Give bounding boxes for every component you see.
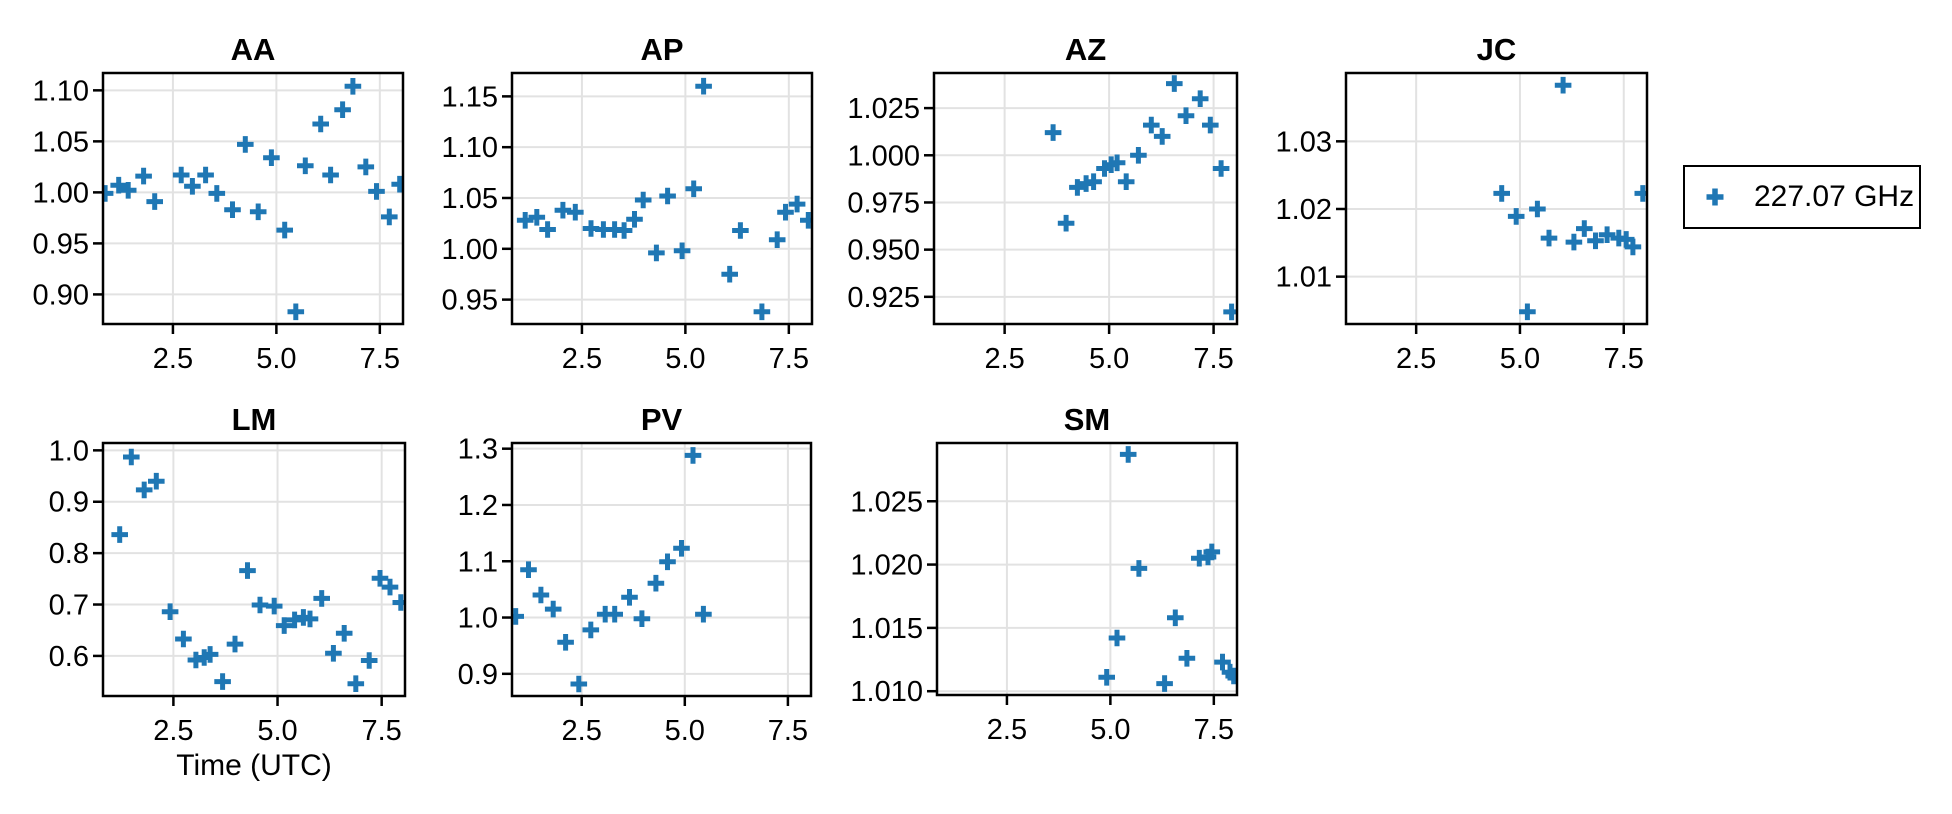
y-tick-label: 1.00 — [33, 177, 89, 209]
y-tick-label: 0.9 — [49, 487, 89, 519]
panel-AA: 2.5 5.0 7.5 0.90 0.95 1.00 1.05 1.10 AA — [33, 32, 405, 375]
panel-title: AP — [640, 32, 683, 67]
panel-title: LM — [232, 402, 277, 437]
panel-title: SM — [1064, 402, 1111, 437]
panel-title: AA — [231, 32, 276, 67]
y-tick-label: 1.025 — [847, 93, 920, 125]
y-tick-label: 0.7 — [49, 590, 89, 622]
x-tick-label: 5.0 — [257, 715, 297, 747]
legend-label: 227.07 GHz — [1754, 180, 1915, 213]
x-tick-label: 7.5 — [1194, 714, 1234, 746]
y-tick-label: 1.3 — [458, 434, 498, 466]
panel-AZ: 2.5 5.0 7.5 0.925 0.950 0.975 1.000 1.025 AZ — [847, 32, 1239, 375]
x-axis-label: Time (UTC) — [176, 749, 332, 782]
x-tick-label: 7.5 — [1604, 343, 1644, 375]
x-tick-label: 5.0 — [1500, 343, 1540, 375]
x-tick-label: 5.0 — [665, 715, 705, 747]
legend-plus-glyph — [1706, 188, 1724, 206]
x-tick-label: 7.5 — [1193, 343, 1233, 375]
y-tick-label: 1.015 — [850, 613, 923, 645]
y-tick-label: 1.025 — [850, 486, 923, 518]
y-tick-label: 0.95 — [442, 285, 498, 317]
y-tick-label: 1.05 — [442, 183, 498, 215]
x-tick-label: 5.0 — [256, 343, 296, 375]
x-tick-label: 2.5 — [1396, 343, 1436, 375]
panel-AP: 2.5 5.0 7.5 0.95 1.00 1.05 1.10 1.15 AP — [442, 32, 814, 375]
scatter-points-AP — [516, 77, 813, 321]
x-tick-label: 2.5 — [984, 343, 1024, 375]
y-tick-label: 1.000 — [847, 140, 920, 172]
panel-SM: 2.5 5.0 7.5 1.010 1.015 1.020 1.025 SM — [850, 402, 1239, 746]
y-tick-label: 0.950 — [847, 235, 920, 267]
scatter-points-LM — [111, 448, 406, 692]
panel-title: JC — [1477, 32, 1517, 67]
x-tick-label: 5.0 — [1089, 343, 1129, 375]
y-tick-label: 0.8 — [49, 538, 89, 570]
panel-title: PV — [641, 402, 683, 437]
scatter-points-JC — [1493, 76, 1648, 321]
x-tick-label: 2.5 — [562, 343, 602, 375]
plot-frame — [101, 441, 407, 698]
scatter-points-AZ — [1044, 75, 1238, 321]
scatter-points-AA — [102, 78, 404, 321]
y-tick-label: 0.925 — [847, 282, 920, 314]
panel-JC: 2.5 5.0 7.5 1.01 1.02 1.03 JC — [1276, 32, 1649, 375]
y-tick-label: 1.15 — [442, 81, 498, 113]
panel-LM: 2.5 5.0 7.5 0.6 0.7 0.8 0.9 1.0 LM Time (UTC) — [49, 402, 407, 782]
x-tick-label: 7.5 — [768, 715, 808, 747]
x-tick-label: 5.0 — [1090, 714, 1130, 746]
y-tick-label: 1.020 — [850, 550, 923, 582]
panel-title: AZ — [1065, 32, 1106, 67]
plot-frame — [935, 441, 1239, 697]
plot-frame — [510, 441, 813, 698]
y-tick-label: 1.1 — [458, 546, 498, 578]
x-tick-label: 2.5 — [153, 343, 193, 375]
y-tick-label: 1.2 — [458, 490, 498, 522]
y-tick-label: 1.10 — [442, 132, 498, 164]
y-tick-label: 0.90 — [33, 279, 89, 311]
x-tick-label: 2.5 — [153, 715, 193, 747]
y-tick-label: 1.10 — [33, 75, 89, 107]
plot-frame — [932, 71, 1239, 326]
y-tick-label: 0.95 — [33, 228, 89, 260]
y-tick-label: 0.6 — [49, 641, 89, 673]
legend-plus-marker-icon — [1706, 188, 1724, 206]
y-tick-label: 1.00 — [442, 234, 498, 266]
plot-frame — [101, 71, 405, 326]
scatter-points-SM — [1098, 446, 1238, 692]
x-tick-label: 7.5 — [362, 715, 402, 747]
x-tick-label: 2.5 — [562, 715, 602, 747]
x-tick-label: 5.0 — [665, 343, 705, 375]
y-tick-label: 1.05 — [33, 126, 89, 158]
legend: 227.07 GHz — [1683, 165, 1921, 229]
y-tick-label: 0.9 — [458, 659, 498, 691]
x-tick-label: 2.5 — [987, 714, 1027, 746]
y-tick-label: 1.03 — [1276, 126, 1332, 158]
y-tick-label: 1.01 — [1276, 262, 1332, 294]
y-tick-label: 1.010 — [850, 676, 923, 708]
x-tick-label: 7.5 — [360, 343, 400, 375]
plot-frame — [1344, 71, 1649, 326]
y-tick-label: 1.0 — [49, 435, 89, 467]
y-tick-label: 1.02 — [1276, 194, 1332, 226]
y-tick-label: 1.0 — [458, 603, 498, 635]
panel-PV: 2.5 5.0 7.5 0.9 1.0 1.1 1.2 1.3 PV — [458, 402, 813, 747]
x-tick-label: 7.5 — [769, 343, 809, 375]
y-tick-label: 0.975 — [847, 187, 920, 219]
scatter-points-PV — [511, 447, 712, 693]
